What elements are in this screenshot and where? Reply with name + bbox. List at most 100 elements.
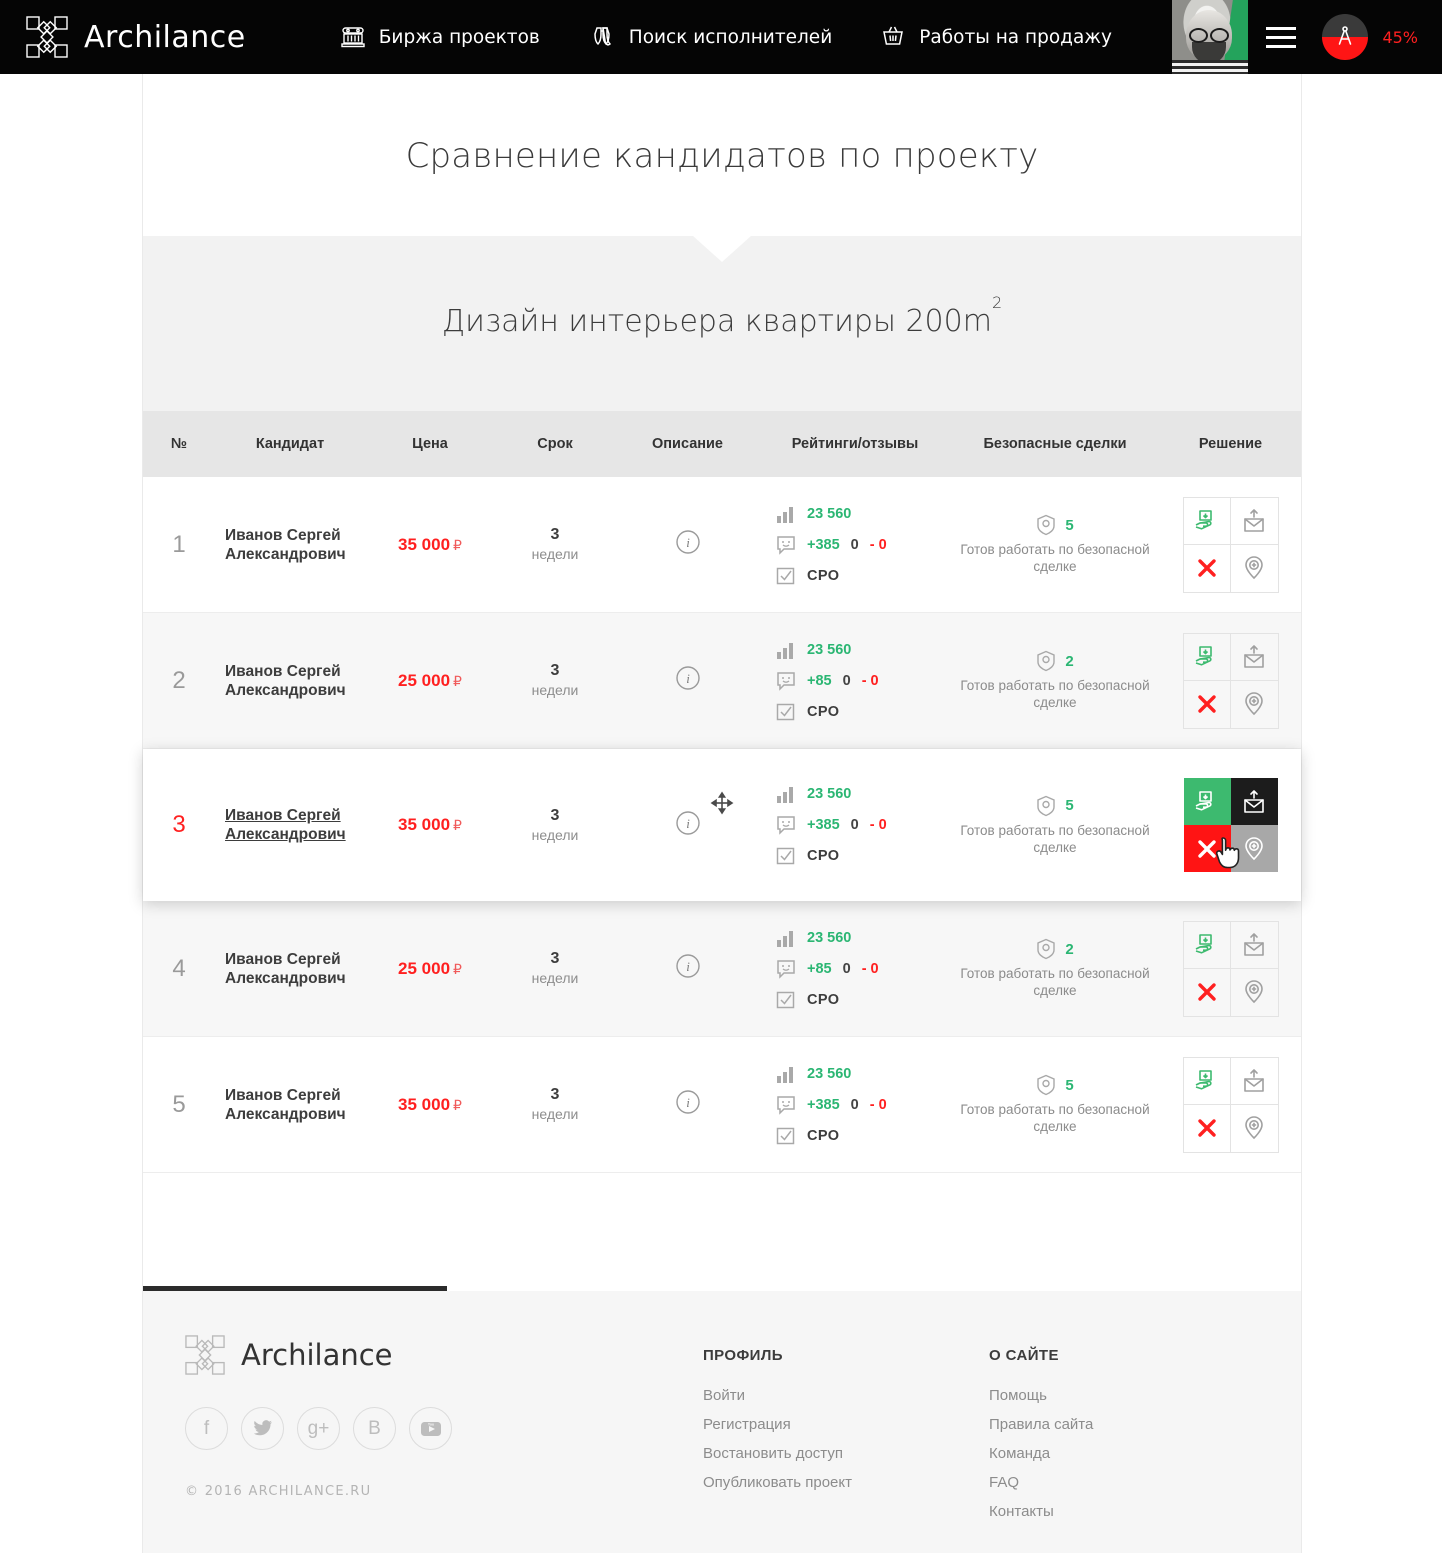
google-plus-icon[interactable]: g+ xyxy=(297,1407,340,1450)
row-number: 1 xyxy=(172,530,186,558)
brand-logo[interactable]: Archilance xyxy=(26,16,246,58)
vk-icon[interactable]: B xyxy=(353,1407,396,1450)
youtube-icon[interactable]: You xyxy=(409,1407,452,1450)
footer-logo[interactable]: Archilance xyxy=(185,1335,703,1375)
reject-button[interactable] xyxy=(1184,680,1231,728)
footer-link[interactable]: Команда xyxy=(989,1445,1051,1462)
accept-button[interactable] xyxy=(1183,497,1231,545)
send-message-button[interactable] xyxy=(1230,498,1278,545)
progress-percent-label: 45% xyxy=(1382,27,1418,47)
add-to-shortlist-button[interactable] xyxy=(1231,545,1278,592)
reject-button[interactable] xyxy=(1184,968,1231,1016)
reject-button[interactable] xyxy=(1184,544,1231,592)
page-title: Сравнение кандидатов по проекту xyxy=(405,136,1039,176)
cross-icon xyxy=(1197,559,1216,577)
ratings-cell: 23 560 +385 0 - 0 СРО xyxy=(760,504,950,586)
candidate-name[interactable]: Иванов Сергей Александрович xyxy=(225,807,346,843)
hand-money-icon xyxy=(1195,645,1212,666)
candidate-cell: Иванов Сергей Александрович xyxy=(215,526,365,564)
term-unit: недели xyxy=(531,970,579,986)
table-row[interactable]: 4 Иванов Сергей Александрович 25 000 ₽ 3 … xyxy=(143,901,1301,1037)
accept-button[interactable] xyxy=(1183,921,1231,969)
price-cell: 35 000 ₽ xyxy=(365,1095,495,1115)
hamburger-menu-button[interactable] xyxy=(1248,0,1314,74)
currency-symbol: ₽ xyxy=(453,817,462,833)
page-container: Сравнение кандидатов по проекту Дизайн и… xyxy=(142,74,1302,1553)
safe-deals-text: Готов работать по безопасной сделке xyxy=(960,822,1150,855)
th-candidate: Кандидат xyxy=(255,436,325,452)
add-to-shortlist-button[interactable] xyxy=(1230,825,1278,872)
nav-item-works-for-sale[interactable]: Работы на продажу xyxy=(880,24,1112,50)
nav-item-search-performers[interactable]: Поиск исполнителей xyxy=(588,25,832,49)
sro-label: СРО xyxy=(807,703,840,720)
footer-link[interactable]: Регистрация xyxy=(703,1416,791,1433)
sro-label: СРО xyxy=(807,567,840,584)
footer-link[interactable]: Контакты xyxy=(989,1503,1054,1520)
accept-button[interactable] xyxy=(1183,1057,1231,1105)
safe-deals-cell: 2 Готов работать по безопасной сделке xyxy=(950,938,1160,999)
user-avatar-photo[interactable] xyxy=(1172,0,1249,74)
send-message-button[interactable] xyxy=(1230,634,1278,681)
send-message-button[interactable] xyxy=(1230,1058,1278,1105)
send-message-button[interactable] xyxy=(1230,778,1278,825)
footer-link[interactable]: Помощь xyxy=(989,1387,1047,1404)
footer-link[interactable]: Войти xyxy=(703,1387,745,1404)
footer-link[interactable]: Востановить доступ xyxy=(703,1445,843,1462)
safe-deals-cell: 2 Готов работать по безопасной сделке xyxy=(950,650,1160,711)
reject-button[interactable] xyxy=(1183,825,1231,872)
ratings-cell: 23 560 +385 0 - 0 СРО xyxy=(760,1064,950,1146)
footer-link[interactable]: Правила сайта xyxy=(989,1416,1094,1433)
candidate-table-body: 1 Иванов Сергей Александрович 35 000 ₽ 3 … xyxy=(143,477,1301,1173)
info-button[interactable]: i xyxy=(675,953,701,984)
safe-deals-text: Готов работать по безопасной сделке xyxy=(960,542,1150,574)
reviews-negative: - 0 xyxy=(861,672,879,689)
accept-button[interactable] xyxy=(1183,778,1231,825)
profile-progress[interactable]: 45% xyxy=(1314,14,1442,60)
accept-button[interactable] xyxy=(1183,633,1231,681)
decision-cell xyxy=(1160,1056,1301,1153)
table-row[interactable]: 2 Иванов Сергей Александрович 25 000 ₽ 3 … xyxy=(143,613,1301,749)
info-button[interactable]: i xyxy=(675,810,701,841)
shield-icon xyxy=(1037,650,1056,672)
footer-column-profile: ПРОФИЛЬ Войти Регистрация Востановить дост… xyxy=(703,1335,989,1553)
row-number-cell: 3 xyxy=(143,791,734,839)
drag-move-handle[interactable] xyxy=(710,791,734,820)
reject-button[interactable] xyxy=(1184,1104,1231,1152)
reviews-line: +385 0 - 0 xyxy=(776,1095,887,1115)
header-right-controls: 45% xyxy=(1172,0,1442,74)
facebook-icon[interactable]: f xyxy=(185,1407,228,1450)
add-to-shortlist-button[interactable] xyxy=(1231,681,1278,728)
brand-name: Archilance xyxy=(84,19,246,55)
ratings-cell: 23 560 +85 0 - 0 СРО xyxy=(760,640,950,722)
nav-item-projects[interactable]: Биржа проектов xyxy=(340,24,540,50)
hand-money-icon xyxy=(1195,509,1212,530)
info-button[interactable]: i xyxy=(675,1089,701,1120)
shield-icon xyxy=(1037,1074,1056,1096)
checkbox-icon xyxy=(776,703,795,720)
currency-symbol: ₽ xyxy=(453,672,462,689)
send-message-button[interactable] xyxy=(1230,922,1278,969)
sro-line: СРО xyxy=(776,702,839,722)
term-cell: 3 недели xyxy=(495,661,615,700)
price-value: 35 000 ₽ xyxy=(398,534,462,554)
decision-cell xyxy=(1160,632,1301,729)
table-row[interactable]: 1 Иванов Сергей Александрович 35 000 ₽ 3 … xyxy=(143,477,1301,613)
rating-points: 23 560 xyxy=(807,1065,852,1082)
info-button[interactable]: i xyxy=(675,665,701,696)
th-number: № xyxy=(170,436,188,452)
svg-text:i: i xyxy=(686,816,690,831)
bank-building-icon xyxy=(341,27,365,48)
table-row[interactable]: 3 Иванов Сергей Александрович 35 000 ₽ 3 … xyxy=(143,749,1301,901)
reviews-line: +85 0 - 0 xyxy=(776,671,879,691)
add-to-shortlist-button[interactable] xyxy=(1231,1105,1278,1152)
add-to-shortlist-button[interactable] xyxy=(1231,969,1278,1016)
reviews-neutral: 0 xyxy=(842,672,851,689)
decision-buttons xyxy=(1182,496,1279,593)
table-row[interactable]: 5 Иванов Сергей Александрович 35 000 ₽ 3 … xyxy=(143,1037,1301,1173)
info-button[interactable]: i xyxy=(675,529,701,560)
decision-buttons xyxy=(1183,778,1278,872)
twitter-icon[interactable] xyxy=(241,1407,284,1450)
svg-text:i: i xyxy=(686,535,690,550)
shield-icon xyxy=(1037,514,1056,536)
rating-points: 23 560 xyxy=(807,786,852,802)
